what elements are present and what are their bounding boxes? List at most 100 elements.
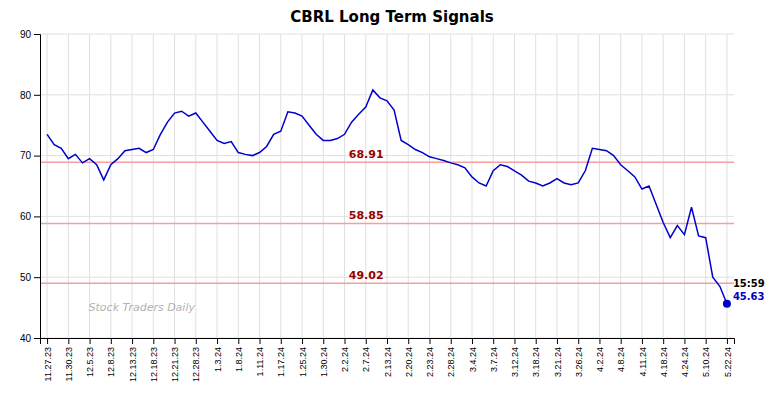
tick-mark (663, 338, 664, 344)
y-axis: 40 50 60 70 80 90 (20, 29, 41, 344)
grid-line (47, 34, 48, 338)
grid-line (68, 34, 69, 338)
tick: 4.24.24 (680, 338, 690, 377)
tick: 50 (20, 272, 40, 283)
grid-line (620, 34, 621, 338)
tick-label: 5.22.24 (723, 347, 733, 377)
grid-line (387, 34, 388, 338)
tick: 4.2.24 (595, 338, 605, 372)
tick: 40 (20, 333, 40, 344)
tick-mark (153, 338, 154, 344)
tick-mark (684, 338, 685, 344)
grid-line (153, 34, 154, 338)
tick-label: 3.4.24 (468, 347, 478, 372)
tick: 70 (20, 150, 40, 161)
grid-line (323, 34, 324, 338)
tick-mark (557, 338, 558, 344)
tick: 4.11.24 (638, 338, 648, 376)
tick-label: 1.17.24 (276, 347, 286, 377)
tick-label: 3.21.24 (553, 347, 563, 377)
grid-line (535, 34, 536, 338)
tick-mark (196, 338, 197, 344)
tick-label: 4.8.24 (616, 347, 626, 372)
tick: 1.25.24 (298, 338, 308, 377)
tick: 1.17.24 (276, 338, 286, 377)
tick-label: 12.8.23 (106, 347, 116, 377)
tick: 12.21.23 (170, 338, 180, 382)
tick-label: 4.2.24 (595, 347, 605, 372)
tick-label: 2.7.24 (361, 347, 371, 372)
tick-label: 40 (20, 333, 32, 344)
grid-line (578, 34, 579, 338)
grid-line (429, 34, 430, 338)
tick-label: 2.13.24 (383, 347, 393, 377)
grid-line (259, 34, 260, 338)
tick-label: 12.13.23 (128, 347, 138, 382)
tick: 80 (20, 90, 40, 101)
signal-line (40, 282, 734, 284)
grid-line (174, 34, 175, 338)
tick: 4.8.24 (616, 338, 626, 372)
tick-label: 3.26.24 (574, 347, 584, 377)
tick: 1.8.24 (234, 338, 244, 372)
tick-mark (34, 34, 40, 35)
tick-label: 4.11.24 (638, 347, 648, 376)
tick: 12.28.23 (191, 338, 201, 382)
grid-line (514, 34, 515, 338)
tick-mark (281, 338, 282, 344)
signal-label: 68.91 (349, 148, 384, 161)
tick-mark (90, 338, 91, 344)
grid-line (726, 34, 727, 338)
tick-label: 11.27.23 (43, 347, 53, 381)
tick-mark (366, 338, 367, 344)
grid-line (344, 34, 345, 338)
grid-line (365, 34, 366, 338)
chart: CBRL Long Term Signals40506070809011.27.… (0, 0, 784, 398)
tick-label: 12.21.23 (170, 347, 180, 382)
tick: 11.27.23 (43, 338, 53, 381)
grid-line (217, 34, 218, 338)
tick: 5.22.24 (723, 338, 733, 377)
tick: 12.18.23 (149, 338, 159, 382)
tick: 60 (20, 211, 40, 222)
tick-label: 3.7.24 (489, 347, 499, 372)
tick-mark (536, 338, 537, 344)
tick: 4.18.24 (659, 338, 669, 377)
tick-mark (578, 338, 579, 344)
last-point (723, 300, 731, 308)
marks (40, 90, 734, 308)
grid-line (663, 34, 664, 338)
grid-line (493, 34, 494, 338)
tick: 90 (20, 29, 40, 40)
tick-mark (34, 95, 40, 96)
tick: 2.20.24 (404, 338, 414, 377)
tick: 3.21.24 (553, 338, 563, 377)
tick: 11.30.23 (64, 338, 74, 381)
tick-label: 2.20.24 (404, 347, 414, 377)
tick-label: 3.18.24 (531, 347, 541, 377)
tick: 1.30.24 (319, 338, 329, 377)
price-line (47, 90, 727, 304)
tick-mark (68, 338, 69, 344)
grid-line (280, 34, 281, 338)
tick-label: 12.28.23 (191, 347, 201, 382)
tick-mark (260, 338, 261, 344)
annotation: 15:59 (733, 278, 765, 289)
tick: 2.7.24 (361, 338, 371, 372)
tick: 3.7.24 (489, 338, 499, 372)
grid-line (110, 34, 111, 338)
tick-mark (514, 338, 515, 344)
data-label: 45.63 (733, 291, 765, 302)
tick-mark (175, 338, 176, 344)
grid-line (238, 34, 239, 338)
tick-mark (451, 338, 452, 344)
tick-mark (345, 338, 346, 344)
grid-line (450, 34, 451, 338)
tick-mark (217, 338, 218, 344)
tick: 12.5.23 (85, 338, 95, 377)
tick-mark (408, 338, 409, 344)
axis-domain (34, 35, 41, 339)
tick-label: 1.8.24 (234, 347, 244, 372)
grid-line (89, 34, 90, 338)
tick-mark (34, 216, 40, 217)
